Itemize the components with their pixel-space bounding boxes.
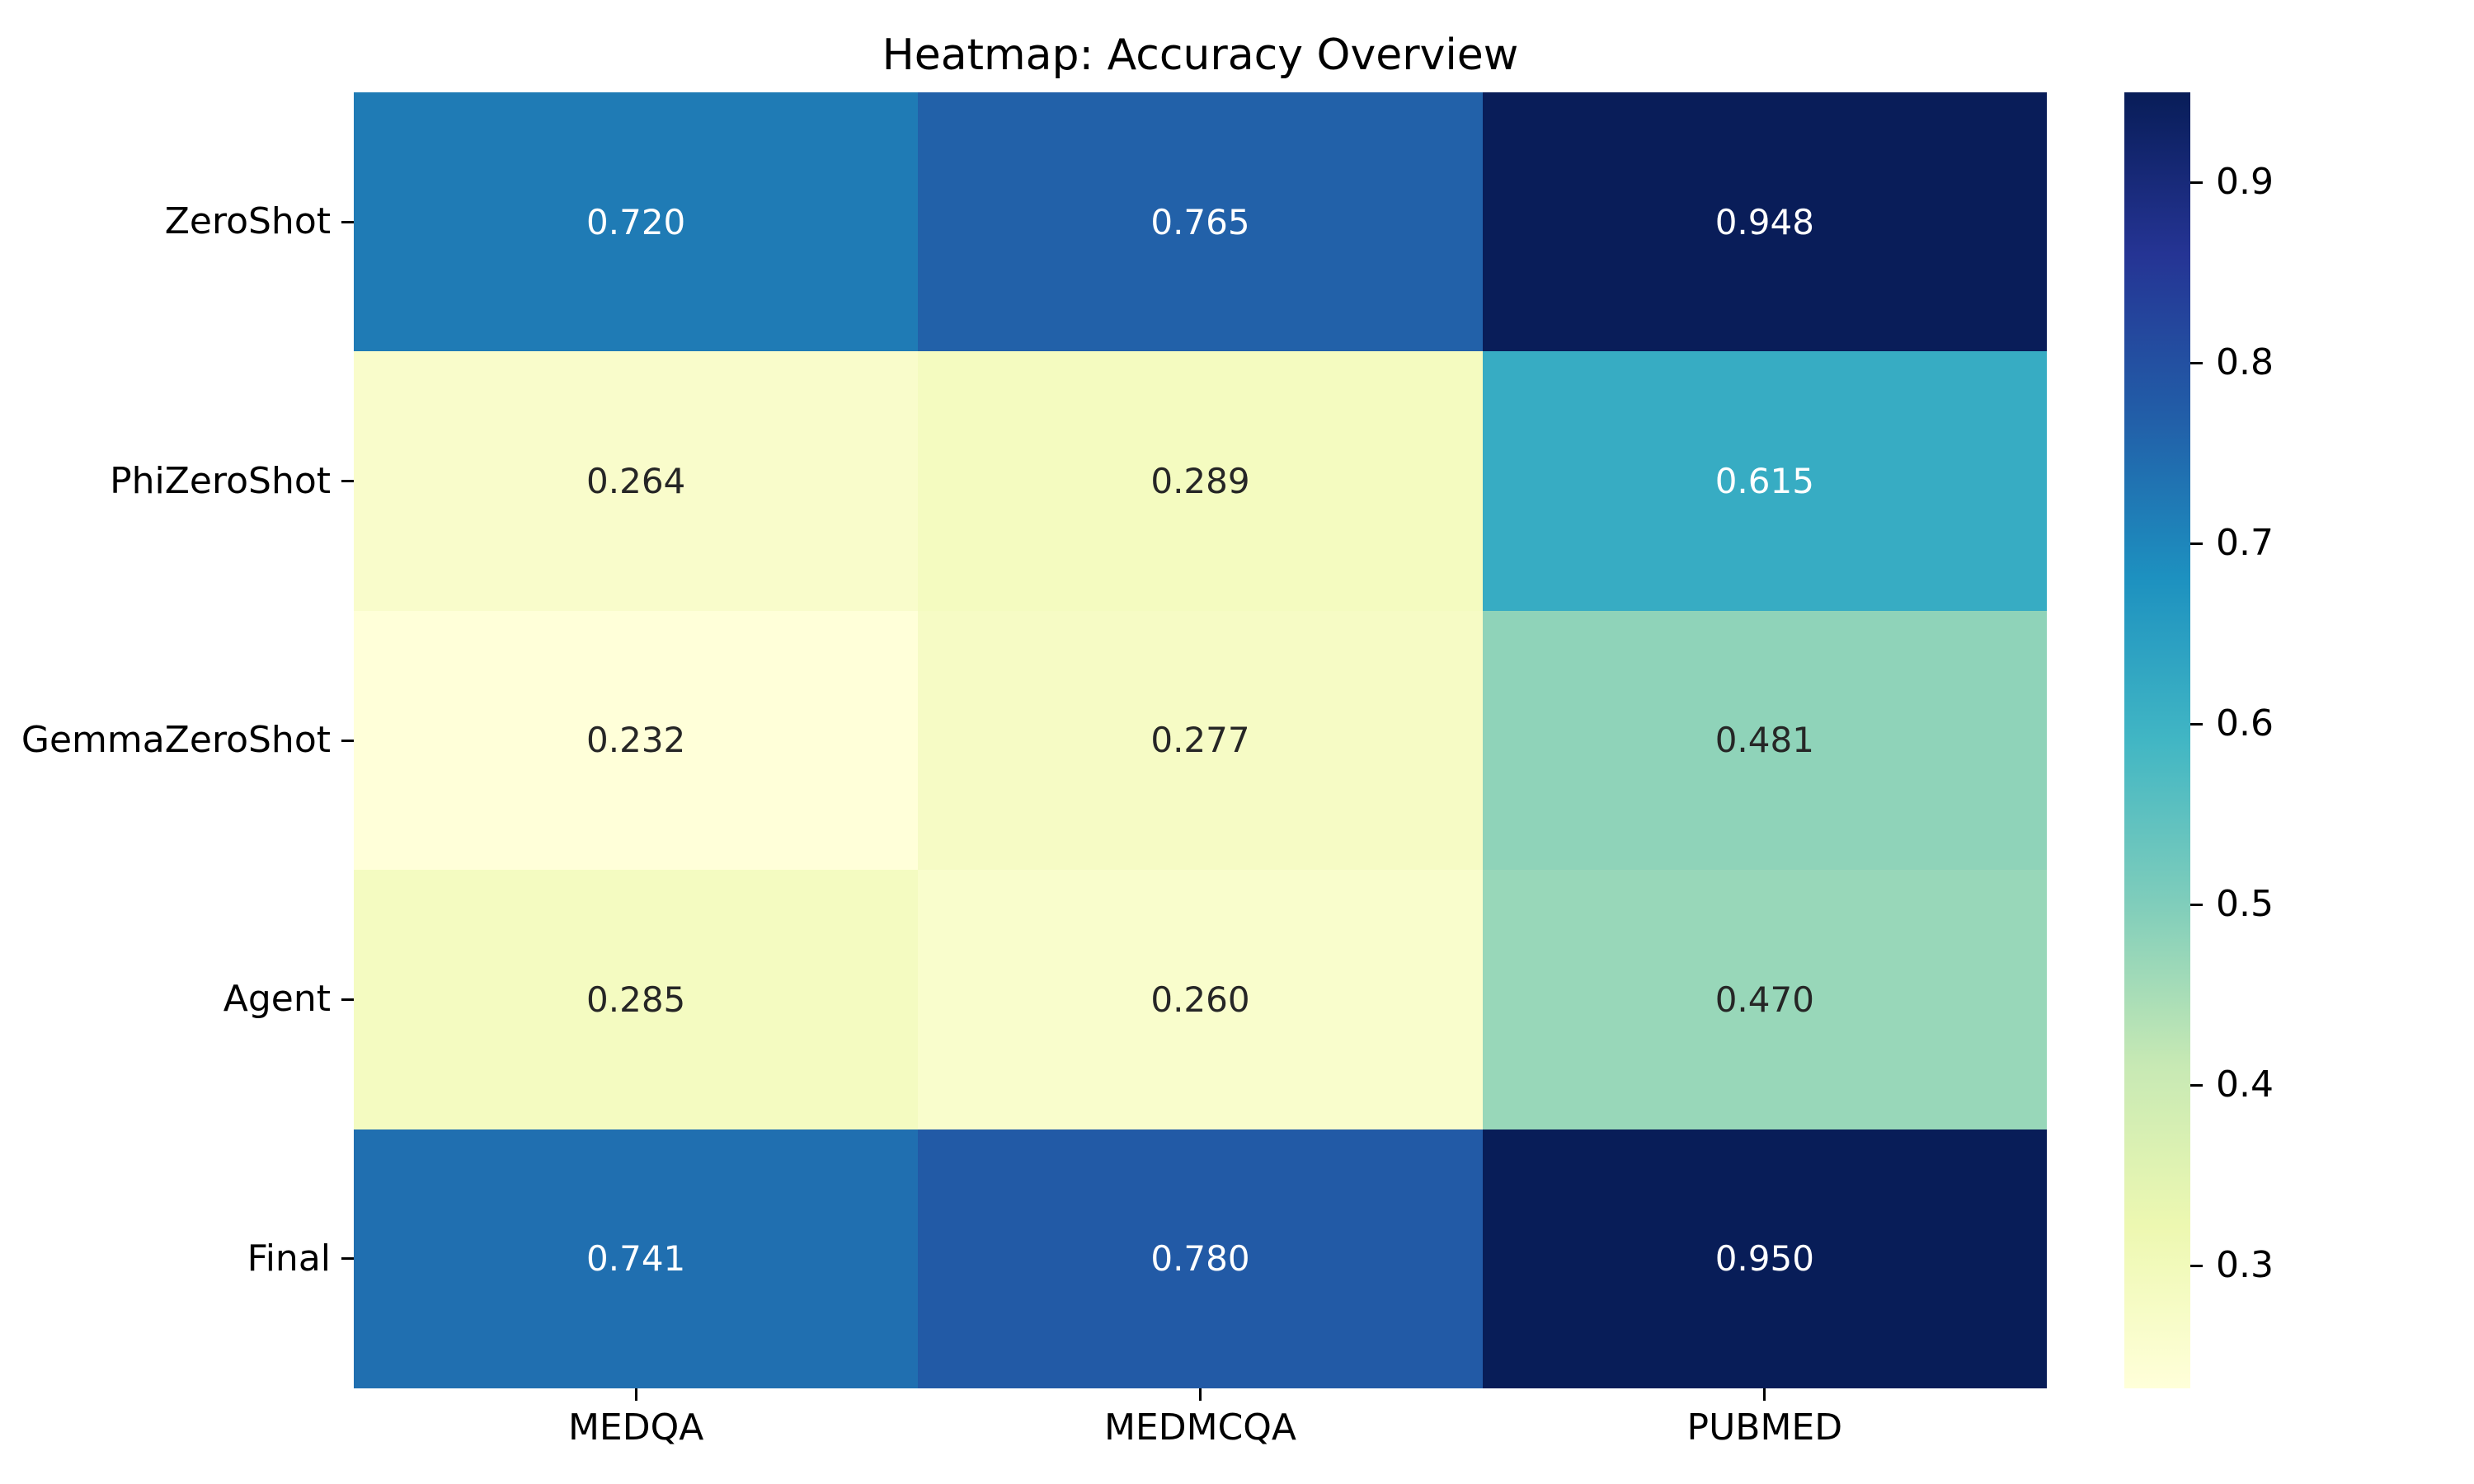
x-tick-mark [1763, 1388, 1766, 1401]
heatmap-cell: 0.948 [1482, 92, 2047, 352]
row-label: Agent [223, 978, 331, 1021]
heatmap-cell: 0.741 [354, 1129, 919, 1388]
colorbar-tick-mark [2190, 181, 2203, 184]
colorbar-tick-label: 0.3 [2216, 1244, 2274, 1287]
heatmap-cell: 0.277 [918, 610, 1483, 871]
colorbar-tick-mark [2190, 361, 2203, 364]
heatmap-cell: 0.481 [1482, 610, 2047, 871]
colorbar-tick-label: 0.7 [2216, 522, 2274, 565]
colorbar-tick-label: 0.8 [2216, 341, 2274, 384]
row-label: GemmaZeroShot [21, 719, 331, 761]
colorbar-tick-label: 0.4 [2216, 1064, 2274, 1106]
y-tick-mark [341, 220, 354, 223]
colorbar-tick-mark [2190, 1083, 2203, 1087]
heatmap-cell: 0.264 [354, 351, 919, 611]
colorbar-tick-mark [2190, 1264, 2203, 1267]
x-tick-mark [634, 1388, 637, 1401]
y-tick-mark [341, 739, 354, 742]
heatmap-grid: 0.720 0.765 0.948 0.264 0.289 0.615 0.232 0.277… [354, 92, 2047, 1388]
row-label: ZeroShot [164, 200, 331, 243]
heatmap-cell: 0.780 [918, 1129, 1483, 1388]
heatmap-cell: 0.260 [918, 870, 1483, 1129]
colorbar-tick-mark [2190, 903, 2203, 906]
y-tick-mark [341, 480, 354, 483]
colorbar-tick-mark [2190, 722, 2203, 726]
y-tick-mark [341, 1257, 354, 1261]
heatmap-cell: 0.232 [354, 610, 919, 871]
column-label: MEDMCQA [1103, 1407, 1297, 1449]
heatmap-cell: 0.950 [1482, 1129, 2047, 1388]
colorbar-tick-label: 0.6 [2216, 702, 2274, 745]
row-label: PhiZeroShot [110, 459, 331, 502]
colorbar [2124, 92, 2190, 1388]
colorbar-tick-mark [2190, 542, 2203, 545]
chart-title: Heatmap: Accuracy Overview [882, 31, 1519, 80]
colorbar-tick-label: 0.9 [2216, 161, 2274, 204]
y-tick-mark [341, 998, 354, 1001]
heatmap-cell: 0.289 [918, 351, 1483, 611]
column-label: PUBMED [1686, 1407, 1843, 1449]
heatmap-cell: 0.470 [1482, 870, 2047, 1129]
heatmap-cell: 0.285 [354, 870, 919, 1129]
x-tick-mark [1199, 1388, 1202, 1401]
colorbar-tick-label: 0.5 [2216, 883, 2274, 926]
column-label: MEDQA [567, 1407, 704, 1449]
heatmap-cell: 0.720 [354, 92, 919, 352]
heatmap-cell: 0.765 [918, 92, 1483, 352]
heatmap-cell: 0.615 [1482, 351, 2047, 611]
row-label: Final [247, 1237, 331, 1280]
